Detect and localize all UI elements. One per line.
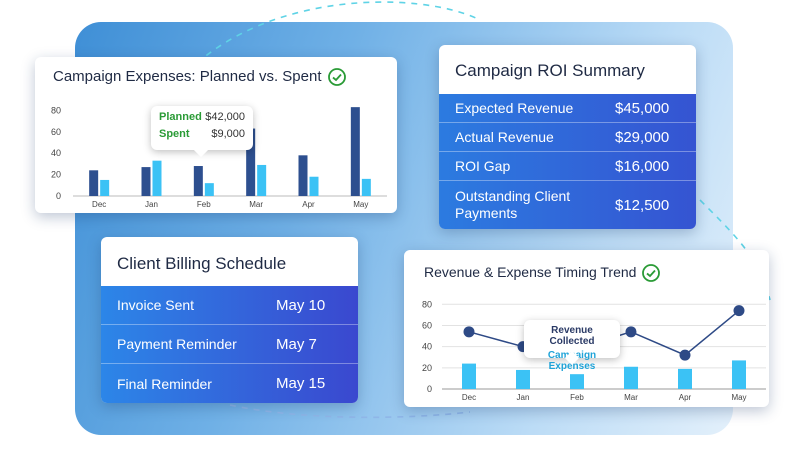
billing-row-final-reminder: Final Reminder May 15 bbox=[101, 364, 358, 403]
trend-tooltip: Revenue Collected Campaign Expenses bbox=[524, 320, 620, 372]
spent-bar bbox=[204, 183, 214, 196]
roi-row-expected: Expected Revenue $45,000 bbox=[439, 94, 696, 123]
expense-bar bbox=[516, 369, 530, 389]
x-tick-label: Dec bbox=[92, 200, 106, 209]
billing-row-label: Payment Reminder bbox=[117, 336, 237, 352]
spent-bar bbox=[100, 179, 110, 196]
roi-row-value: $16,000 bbox=[615, 157, 670, 175]
roi-row-outstanding: Outstanding Client Payments $12,500 bbox=[439, 181, 696, 229]
roi-row-value: $29,000 bbox=[615, 128, 670, 146]
x-tick-label: Mar bbox=[624, 393, 638, 402]
expenses-tooltip: Planned $42,000 Spent $9,000 bbox=[151, 106, 253, 158]
y-tick-label: 0 bbox=[427, 384, 432, 394]
x-tick-label: Mar bbox=[249, 200, 263, 209]
y-tick-label: 40 bbox=[51, 148, 61, 158]
tooltip-planned-value: $42,000 bbox=[205, 111, 245, 123]
y-tick-label: 20 bbox=[51, 170, 61, 180]
check-circle-icon bbox=[642, 264, 661, 283]
billing-row-invoice: Invoice Sent May 10 bbox=[101, 286, 358, 325]
spent-bar bbox=[309, 176, 319, 196]
billing-list: Invoice Sent May 10 Payment Reminder May… bbox=[101, 286, 358, 403]
x-tick-label: Jan bbox=[145, 200, 158, 209]
planned-bar bbox=[89, 170, 99, 196]
x-tick-label: Apr bbox=[679, 393, 692, 402]
billing-card-title: Client Billing Schedule bbox=[117, 254, 287, 273]
tooltip-revenue-label: Revenue Collected bbox=[549, 325, 595, 347]
roi-card-title: Campaign ROI Summary bbox=[455, 61, 645, 80]
roi-row-value: $12,500 bbox=[615, 196, 670, 214]
trend-card-title: Revenue & Expense Timing Trend bbox=[424, 264, 661, 283]
roi-row-actual: Actual Revenue $29,000 bbox=[439, 123, 696, 152]
roi-row-label: Outstanding Client Payments bbox=[455, 188, 571, 221]
spent-bar bbox=[152, 160, 162, 196]
check-circle-icon bbox=[327, 68, 346, 86]
revenue-point bbox=[625, 326, 637, 338]
roi-row-gap: ROI Gap $16,000 bbox=[439, 152, 696, 181]
y-tick-label: 80 bbox=[422, 299, 432, 309]
x-tick-label: Feb bbox=[197, 200, 211, 209]
x-tick-label: May bbox=[353, 200, 368, 209]
roi-row-label: Expected Revenue bbox=[455, 99, 574, 116]
y-tick-label: 60 bbox=[422, 320, 432, 330]
tooltip-spent-value: $9,000 bbox=[211, 128, 245, 140]
billing-row-value: May 10 bbox=[276, 296, 326, 314]
spent-bar bbox=[361, 178, 371, 196]
planned-bar bbox=[246, 128, 256, 196]
x-tick-label: Jan bbox=[517, 393, 530, 402]
billing-row-value: May 7 bbox=[276, 335, 317, 353]
tooltip-planned-label: Planned bbox=[159, 111, 202, 123]
y-tick-label: 0 bbox=[56, 191, 61, 201]
expenses-card-title: Campaign Expenses: Planned vs. Spent bbox=[53, 68, 346, 86]
y-tick-label: 80 bbox=[51, 105, 61, 115]
expense-bar bbox=[570, 374, 584, 389]
x-tick-label: May bbox=[731, 393, 746, 402]
billing-row-label: Invoice Sent bbox=[117, 297, 195, 313]
y-tick-label: 40 bbox=[422, 342, 432, 352]
planned-bar bbox=[193, 166, 203, 196]
billing-row-value: May 15 bbox=[276, 375, 326, 392]
campaign-roi-card: Campaign ROI Summary Expected Revenue $4… bbox=[439, 45, 696, 229]
roi-row-label: ROI Gap bbox=[455, 157, 511, 174]
y-tick-label: 60 bbox=[51, 127, 61, 137]
expenses-bar-chart: 0 20 40 60 80 Dec Jan Feb Mar Apr May bbox=[51, 105, 387, 209]
revenue-point bbox=[463, 326, 475, 338]
roi-list: Expected Revenue $45,000 Actual Revenue … bbox=[439, 94, 696, 229]
roi-row-value: $45,000 bbox=[615, 99, 670, 117]
planned-bar bbox=[141, 167, 151, 196]
client-billing-card: Client Billing Schedule Invoice Sent May… bbox=[101, 237, 358, 403]
expense-bar bbox=[624, 366, 638, 389]
revenue-point bbox=[733, 305, 745, 317]
roi-row-label: Actual Revenue bbox=[455, 128, 554, 145]
expense-bar bbox=[732, 360, 746, 389]
planned-bar bbox=[298, 155, 308, 196]
billing-row-payment-reminder: Payment Reminder May 7 bbox=[101, 325, 358, 364]
x-tick-label: Dec bbox=[462, 393, 476, 402]
revenue-point bbox=[679, 349, 691, 361]
spent-bar bbox=[257, 164, 267, 196]
billing-row-label: Final Reminder bbox=[117, 375, 212, 392]
planned-bar bbox=[350, 107, 360, 196]
y-tick-label: 20 bbox=[422, 363, 432, 373]
x-tick-label: Feb bbox=[570, 393, 584, 402]
tooltip-spent-label: Spent bbox=[159, 128, 190, 140]
expense-bar bbox=[678, 368, 692, 389]
x-tick-label: Apr bbox=[302, 200, 315, 209]
expense-bar bbox=[462, 363, 476, 389]
